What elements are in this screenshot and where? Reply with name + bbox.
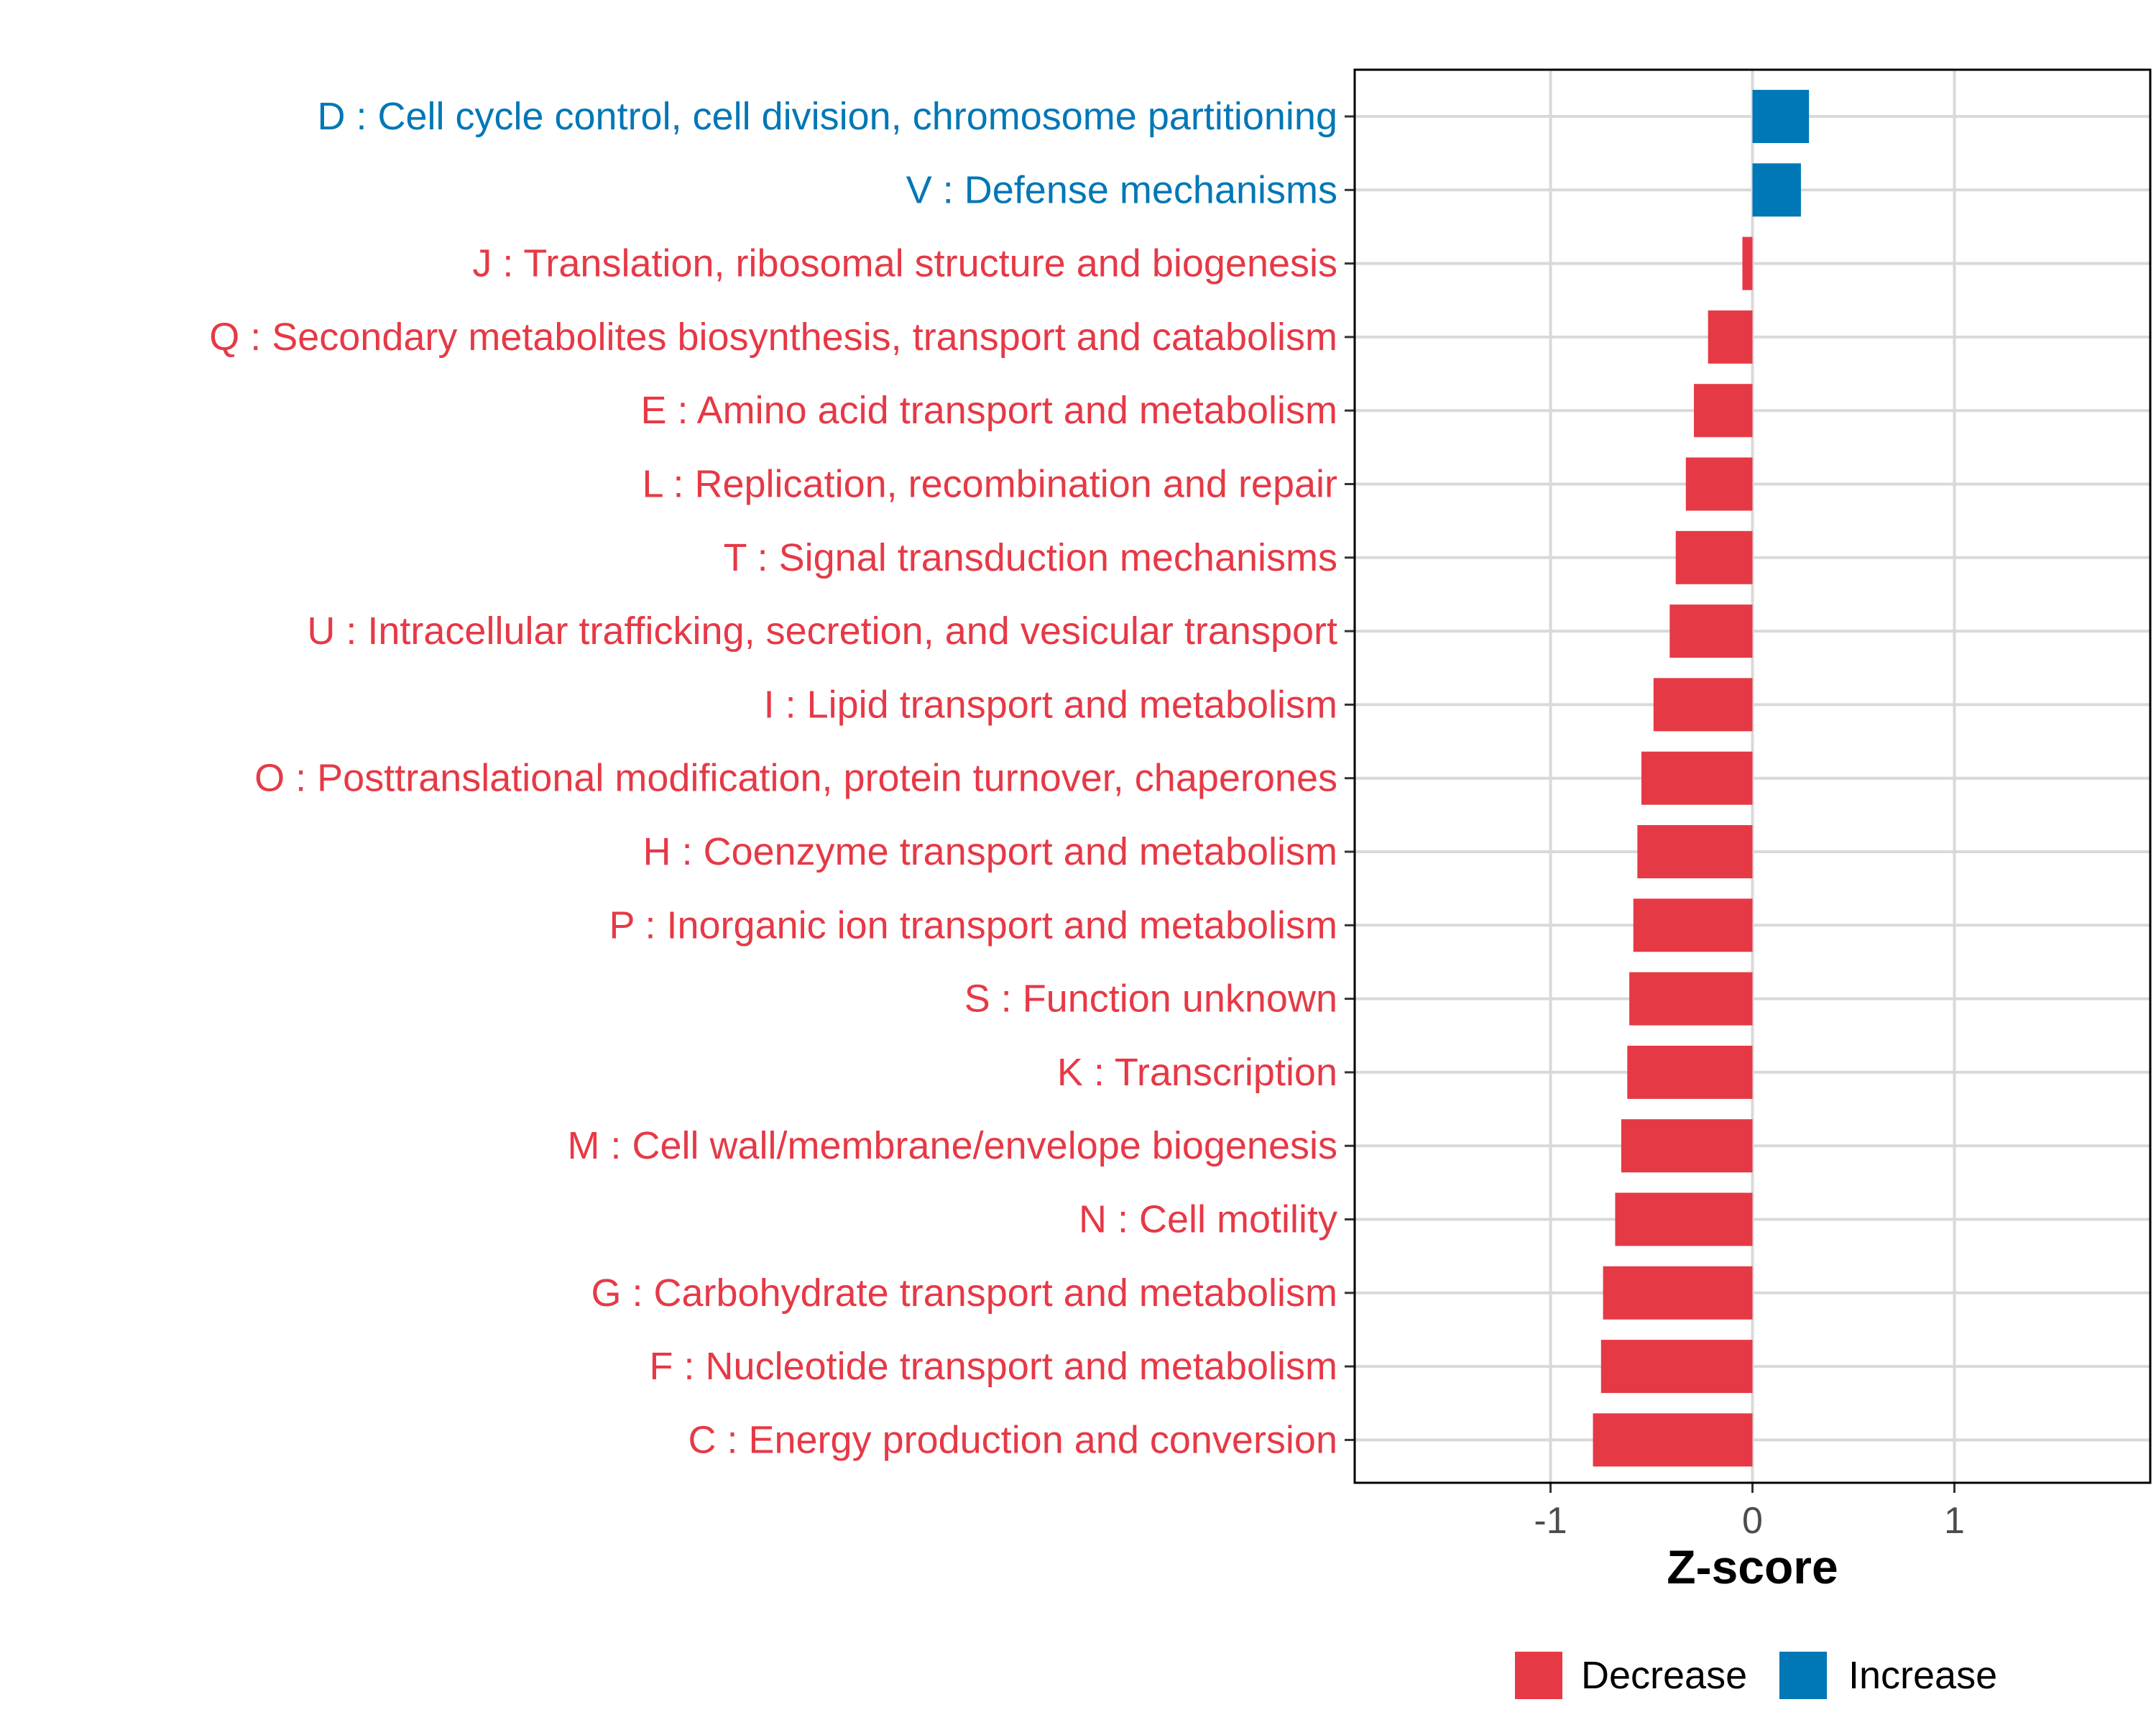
x-tick-label: -1 (1534, 1500, 1567, 1542)
bar (1627, 1045, 1753, 1099)
category-label: N : Cell motility (1079, 1198, 1337, 1241)
category-label: P : Inorganic ion transport and metaboli… (609, 903, 1337, 947)
bar (1708, 310, 1753, 364)
category-label: E : Amino acid transport and metabolism (641, 389, 1337, 432)
bar (1615, 1192, 1753, 1246)
category-label: Q : Secondary metabolites biosynthesis, … (209, 316, 1337, 359)
x-tick-label: 1 (1944, 1500, 1965, 1542)
bar (1669, 604, 1753, 658)
bar (1752, 163, 1801, 217)
bar (1694, 384, 1753, 438)
category-label: D : Cell cycle control, cell division, c… (317, 95, 1337, 138)
axis-ticks: -1 0 1 (1345, 115, 1965, 1542)
category-label: J : Translation, ribosomal structure and… (472, 242, 1337, 285)
legend-swatch (1515, 1652, 1562, 1699)
category-label: F : Nucleotide transport and metabolism (650, 1345, 1337, 1388)
category-label: L : Replication, recombination and repai… (642, 463, 1337, 506)
plot-panel-border (1353, 68, 2152, 1484)
bar (1685, 457, 1753, 511)
category-label: G : Carbohydrate transport and metabolis… (591, 1271, 1338, 1315)
bars (1593, 90, 1810, 1467)
bar (1675, 530, 1753, 584)
x-axis-title: Z-score (1667, 1540, 1838, 1593)
category-label: V : Defense mechanisms (906, 168, 1337, 211)
category-label: C : Energy production and conversion (688, 1418, 1337, 1461)
legend-swatch (1779, 1652, 1827, 1699)
category-label: K : Transcription (1057, 1051, 1337, 1094)
category-label: U : Intracellular trafficking, secretion… (307, 610, 1337, 653)
category-labels: D : Cell cycle control, cell division, c… (209, 95, 1337, 1461)
category-label: O : Posttranslational modification, prot… (254, 757, 1337, 800)
category-label: I : Lipid transport and metabolism (764, 683, 1337, 726)
legend: Decrease Increase (1515, 1652, 1997, 1699)
bar (1593, 1413, 1753, 1467)
bar (1603, 1266, 1753, 1320)
bar (1653, 678, 1753, 732)
x-tick-label: 0 (1742, 1500, 1763, 1542)
bar (1629, 972, 1753, 1026)
legend-label: Increase (1848, 1654, 1997, 1697)
bar (1742, 236, 1753, 290)
bar (1621, 1119, 1753, 1173)
legend-label: Decrease (1581, 1654, 1747, 1697)
category-label: M : Cell wall/membrane/envelope biogenes… (567, 1124, 1337, 1167)
category-label: T : Signal transduction mechanisms (724, 536, 1337, 579)
bar (1637, 825, 1753, 878)
bar (1641, 751, 1753, 805)
bar (1600, 1340, 1753, 1394)
bar (1752, 90, 1810, 143)
category-label: H : Coenzyme transport and metabolism (643, 830, 1337, 873)
category-label: S : Function unknown (964, 978, 1337, 1021)
bar (1633, 898, 1753, 952)
